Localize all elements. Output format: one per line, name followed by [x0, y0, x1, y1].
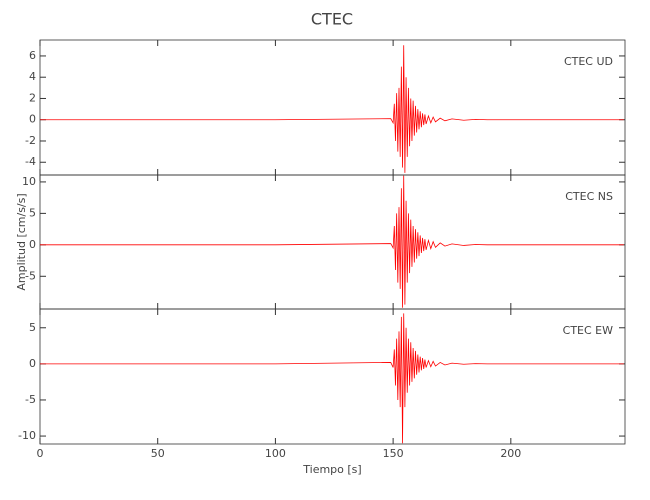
y-tick-label: -5	[25, 393, 36, 406]
x-tick-label: 0	[37, 447, 44, 460]
chart-title: CTEC	[311, 10, 353, 29]
y-tick-label: 2	[29, 91, 36, 104]
y-tick-label: 6	[29, 49, 36, 62]
panel-label: CTEC EW	[563, 324, 613, 337]
y-tick-label: 5	[29, 206, 36, 219]
plot-frame	[39, 39, 626, 176]
trace	[40, 45, 624, 173]
y-tick-label: -4	[25, 155, 36, 168]
trace	[40, 175, 624, 308]
panel-label: CTEC UD	[564, 55, 613, 68]
x-tick-label: 50	[151, 447, 165, 460]
x-axis-label: Tiempo [s]	[302, 463, 361, 476]
panel-label: CTEC NS	[565, 190, 613, 203]
x-tick-label: 200	[500, 447, 521, 460]
plot-frame	[39, 308, 626, 445]
y-tick-label: 0	[29, 238, 36, 251]
y-tick-label: 0	[29, 357, 36, 370]
trace	[40, 313, 624, 444]
y-tick-label: -10	[18, 429, 36, 442]
y-tick-label: 4	[29, 70, 36, 83]
plot-frame	[39, 174, 626, 310]
y-axis-label: Amplitud [cm/s/s]	[15, 193, 28, 290]
y-tick-label: 10	[22, 175, 36, 188]
x-tick-label: 100	[265, 447, 286, 460]
y-tick-label: -5	[25, 269, 36, 282]
y-tick-label: -2	[25, 134, 36, 147]
x-tick-label: 150	[383, 447, 404, 460]
y-tick-label: 0	[29, 113, 36, 126]
y-tick-label: 5	[29, 321, 36, 334]
